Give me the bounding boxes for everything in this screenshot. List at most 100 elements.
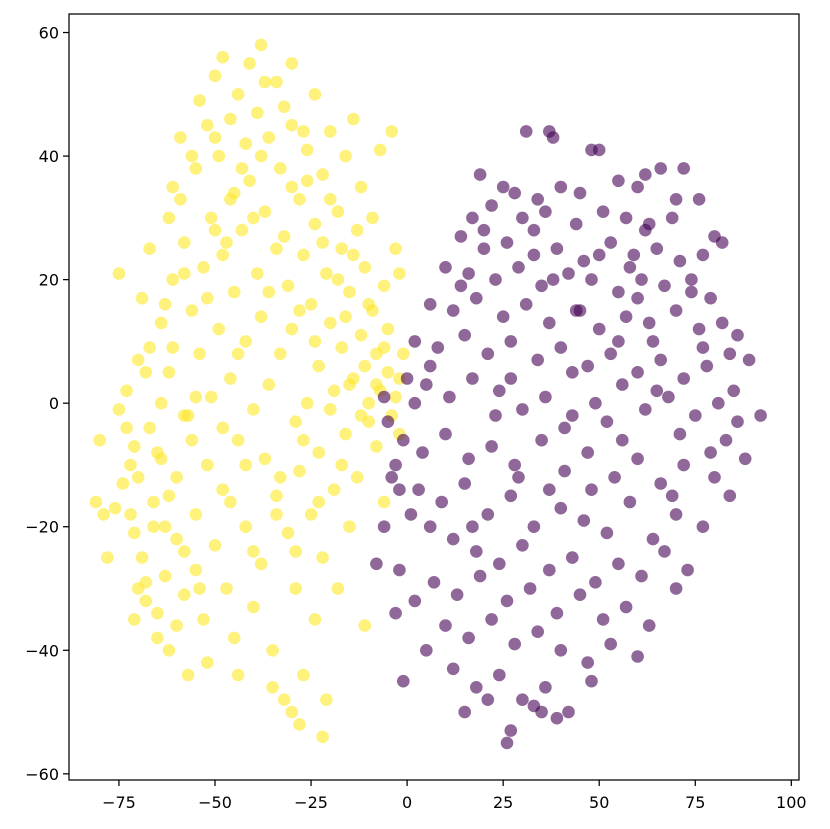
data-point bbox=[358, 359, 372, 373]
data-point bbox=[316, 551, 329, 564]
x-tick-label: −25 bbox=[294, 793, 328, 812]
data-point bbox=[566, 366, 579, 379]
data-point bbox=[696, 520, 710, 533]
x-tick-label: 0 bbox=[402, 793, 412, 812]
data-point bbox=[358, 619, 372, 632]
data-point bbox=[178, 236, 191, 249]
data-point bbox=[650, 242, 664, 255]
data-point bbox=[254, 557, 268, 571]
x-tick-label: −75 bbox=[102, 793, 136, 812]
data-point bbox=[116, 477, 130, 490]
data-point bbox=[324, 316, 337, 330]
data-point bbox=[231, 347, 245, 361]
data-point bbox=[423, 520, 437, 533]
data-point bbox=[669, 508, 683, 521]
data-point bbox=[516, 539, 529, 552]
data-point bbox=[531, 193, 544, 206]
data-point bbox=[604, 637, 617, 651]
data-point bbox=[112, 403, 126, 416]
data-point bbox=[189, 563, 203, 577]
data-point bbox=[516, 403, 529, 416]
data-point bbox=[696, 248, 710, 262]
data-point bbox=[377, 520, 391, 533]
data-point bbox=[527, 223, 541, 237]
data-point bbox=[308, 335, 322, 348]
data-point bbox=[546, 131, 560, 144]
data-point bbox=[354, 180, 368, 194]
data-point bbox=[97, 508, 110, 521]
data-point bbox=[220, 582, 233, 595]
data-point bbox=[327, 483, 341, 497]
data-point bbox=[535, 705, 548, 719]
data-point bbox=[166, 180, 179, 194]
data-point bbox=[619, 211, 633, 225]
data-point bbox=[201, 656, 214, 669]
data-point bbox=[397, 674, 410, 688]
data-point bbox=[573, 186, 587, 200]
data-point bbox=[466, 211, 479, 225]
data-point bbox=[669, 582, 683, 595]
data-point bbox=[512, 471, 525, 484]
data-point bbox=[293, 718, 306, 731]
data-point bbox=[389, 242, 402, 255]
data-point bbox=[412, 483, 425, 497]
data-point bbox=[324, 193, 337, 206]
data-point bbox=[312, 446, 326, 459]
data-point bbox=[654, 353, 667, 367]
data-point bbox=[339, 310, 352, 324]
data-point bbox=[170, 619, 183, 632]
data-point bbox=[400, 372, 414, 385]
data-point bbox=[527, 248, 541, 262]
data-point bbox=[627, 248, 641, 262]
data-point bbox=[543, 316, 556, 330]
data-point bbox=[270, 508, 283, 521]
data-point bbox=[362, 396, 376, 410]
data-point bbox=[389, 458, 402, 472]
data-point bbox=[458, 477, 472, 490]
data-point bbox=[135, 551, 149, 564]
data-point bbox=[519, 298, 533, 311]
data-point bbox=[320, 693, 333, 706]
data-point bbox=[585, 674, 598, 688]
data-point bbox=[504, 335, 518, 348]
data-point bbox=[612, 174, 625, 188]
data-point bbox=[285, 180, 299, 194]
data-point bbox=[162, 211, 176, 225]
data-point bbox=[262, 285, 276, 299]
data-point bbox=[181, 668, 195, 682]
data-point bbox=[504, 724, 518, 737]
data-point bbox=[589, 576, 602, 589]
y-tick-label: 20 bbox=[39, 271, 59, 290]
data-point bbox=[658, 545, 671, 558]
data-point bbox=[504, 372, 518, 385]
data-point bbox=[577, 254, 591, 268]
data-point bbox=[247, 545, 260, 558]
data-point bbox=[543, 483, 556, 497]
data-point bbox=[454, 230, 468, 243]
data-point bbox=[500, 236, 514, 249]
data-point bbox=[600, 526, 614, 540]
data-point bbox=[408, 594, 422, 608]
data-point bbox=[665, 489, 679, 503]
data-point bbox=[139, 594, 153, 608]
data-point bbox=[274, 162, 287, 175]
data-point bbox=[201, 118, 214, 132]
data-point bbox=[347, 112, 360, 126]
data-point bbox=[193, 94, 206, 107]
data-point bbox=[373, 143, 387, 157]
data-point bbox=[270, 75, 283, 89]
data-point bbox=[462, 452, 475, 466]
data-point bbox=[485, 440, 498, 453]
data-point bbox=[258, 205, 272, 218]
data-point bbox=[308, 88, 322, 101]
data-point bbox=[669, 304, 683, 317]
data-point bbox=[704, 446, 717, 459]
data-point bbox=[381, 322, 395, 336]
data-point bbox=[539, 205, 552, 218]
data-point bbox=[185, 433, 199, 447]
data-point bbox=[466, 520, 479, 533]
data-point bbox=[646, 335, 660, 348]
data-point bbox=[224, 495, 237, 509]
data-point bbox=[124, 508, 137, 521]
data-point bbox=[131, 582, 145, 595]
